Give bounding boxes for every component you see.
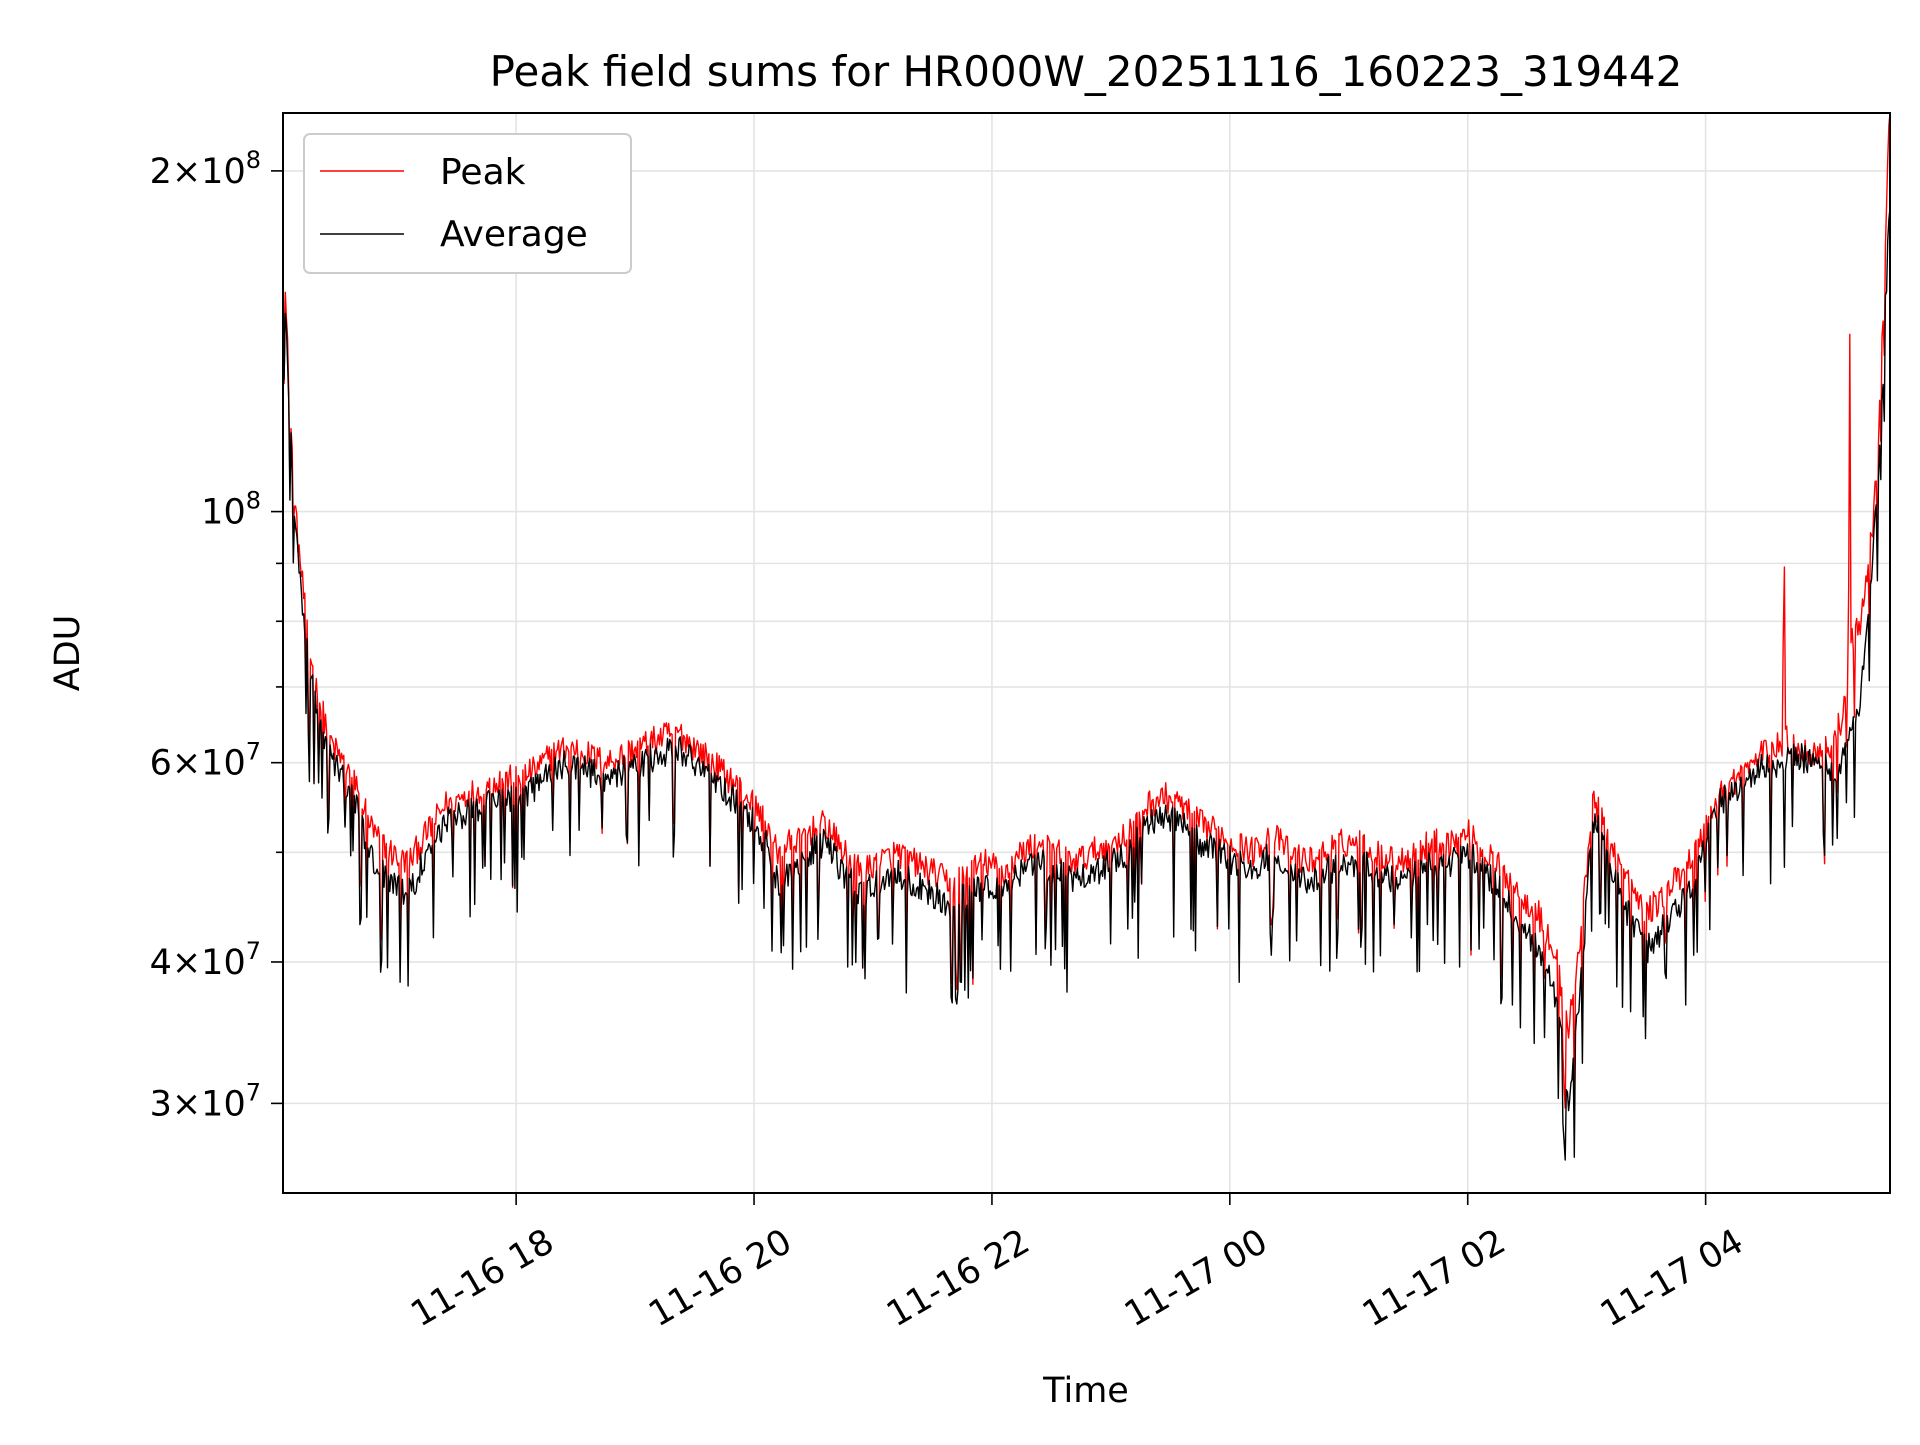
series-line-average	[282, 207, 1891, 1161]
legend: Peak Average	[303, 133, 632, 274]
x-axis: 11-16 18 11-16 20 11-16 22 11-17 00 11-17 02…	[404, 1193, 1750, 1335]
axes-frame	[282, 112, 1891, 1194]
y-tick-label: 2×108	[150, 146, 261, 192]
series-layer	[282, 112, 1891, 1161]
legend-label-average: Average	[440, 214, 588, 255]
grid	[283, 113, 1890, 1193]
x-tick-label: 11-16 22	[880, 1222, 1036, 1335]
y-tick-label: 4×107	[150, 937, 261, 983]
chart-title: Peak field sums for HR000W_20251116_1602…	[490, 47, 1683, 96]
x-tick-label: 11-16 20	[642, 1222, 798, 1335]
x-tick-label: 11-17 04	[1594, 1222, 1750, 1335]
y-tick-label: 3×107	[150, 1078, 261, 1124]
y-axis-label: ADU	[48, 615, 88, 692]
x-axis-label: Time	[1042, 1371, 1129, 1411]
legend-label-peak: Peak	[440, 152, 526, 193]
legend-box	[303, 133, 632, 274]
y-tick-label: 6×107	[150, 738, 261, 784]
x-tick-label: 11-17 00	[1118, 1222, 1274, 1335]
y-axis: 2×108 108 6×107 4×107 3×107	[150, 146, 283, 1124]
y-tick-label: 108	[201, 487, 261, 533]
x-tick-label: 11-16 18	[404, 1222, 560, 1335]
x-tick-label: 11-17 02	[1356, 1222, 1512, 1335]
